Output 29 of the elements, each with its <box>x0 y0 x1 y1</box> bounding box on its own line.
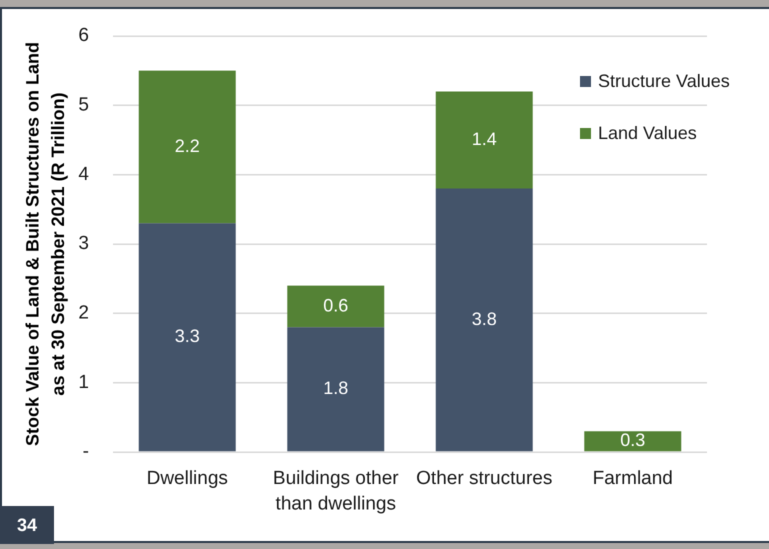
data-label: 1.8 <box>323 378 348 398</box>
bar <box>287 286 384 328</box>
y-tick-label: - <box>82 441 89 462</box>
bar <box>436 91 533 189</box>
bar <box>287 327 384 452</box>
bar <box>436 188 533 452</box>
y-tick-label: 5 <box>78 94 89 116</box>
data-label: 3.3 <box>174 326 200 346</box>
legend-label: Land Values <box>598 122 697 144</box>
x-tick-label: Buildings other than dwellings <box>272 468 400 515</box>
data-label: 0.6 <box>323 295 348 316</box>
y-tick-label: 3 <box>78 233 89 254</box>
data-label: 2.2 <box>174 136 200 156</box>
y-axis-title: Stock Value of Land & Built Structures on Land as at 30 September 2021 (R Trillion) <box>22 42 68 446</box>
x-tick-label: Other structures <box>416 468 552 490</box>
x-tick-label: Farmland <box>592 468 673 490</box>
y-tick-label: 2 <box>78 302 89 324</box>
bar <box>584 431 682 452</box>
data-label: 1.4 <box>472 128 497 149</box>
data-label: 0.3 <box>620 430 646 450</box>
y-tick-label: 4 <box>78 164 90 185</box>
bar <box>138 70 236 224</box>
x-tick-label: Dwellings <box>146 468 228 490</box>
data-label: 3.8 <box>472 308 497 329</box>
bar <box>138 223 236 452</box>
legend-label: Structure Values <box>598 70 730 92</box>
y-tick-label: 1 <box>78 372 89 393</box>
text: 34 <box>16 514 38 536</box>
y-tick-label: 6 <box>78 25 89 46</box>
